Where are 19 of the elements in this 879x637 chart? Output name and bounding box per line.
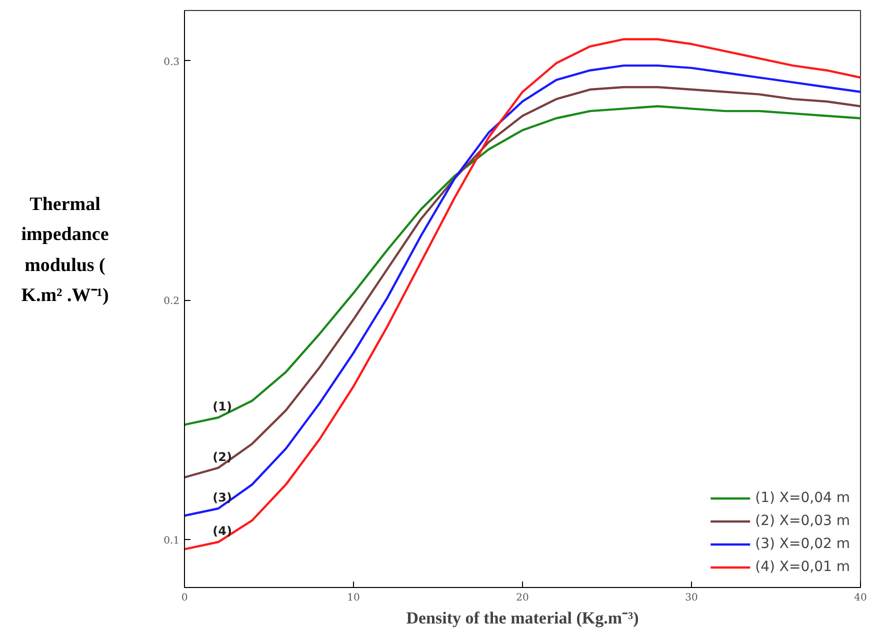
legend-label: (3) X=0,02 m — [755, 536, 850, 552]
annotation: (1) — [212, 400, 232, 414]
legend-label: (1) X=0,04 m — [755, 490, 850, 506]
y-tick-label: 0.3 — [164, 56, 180, 68]
x-tick-label: 10 — [347, 592, 360, 604]
legend-label: (4) X=0,01 m — [755, 559, 850, 575]
y-tick-label: 0.1 — [164, 536, 180, 547]
x-tick-label: 30 — [685, 592, 698, 604]
annotation: (3) — [212, 490, 232, 504]
x-tick-label: 0 — [181, 592, 188, 604]
legend-label: (2) X=0,03 m — [755, 513, 850, 529]
annotation: (4) — [212, 524, 232, 538]
line-series — [184, 105, 860, 426]
x-axis-title: Density of the material (Kg.m⁻³) — [406, 608, 639, 628]
y-axis-title: Thermal impedance modulus ( K.m² .W⁻¹) — [20, 193, 110, 308]
y-tick-label: 0.2 — [164, 296, 180, 308]
x-tick-label: 20 — [516, 592, 529, 604]
annotation: (2) — [212, 450, 232, 464]
x-tick-label: 40 — [854, 592, 867, 604]
